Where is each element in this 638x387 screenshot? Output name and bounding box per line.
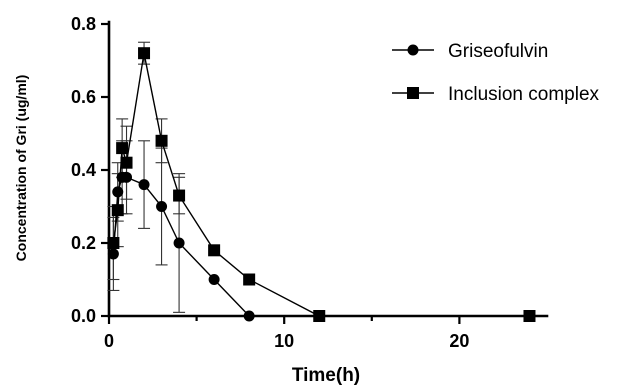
data-point-inclusion-complex [243, 273, 256, 286]
data-point-griseofulvin [112, 186, 124, 198]
data-point-inclusion-complex [155, 134, 168, 147]
y-tick-label: 0.6 [71, 87, 96, 107]
data-point-griseofulvin [208, 274, 220, 285]
y-tick-label: 0.0 [71, 306, 96, 326]
y-axis-title: Concentration of Gri (ug/ml) [13, 75, 29, 262]
y-tick-label: 0.4 [71, 160, 96, 180]
data-point-griseofulvin [156, 201, 168, 212]
y-tick-label: 0.2 [71, 233, 96, 253]
data-point-inclusion-complex [523, 310, 536, 322]
x-axis-title: Time(h) [292, 365, 360, 386]
series-markers [107, 47, 536, 322]
data-point-inclusion-complex [120, 156, 133, 169]
data-point-inclusion-complex [107, 237, 120, 249]
legend-label-inclusion-complex: Inclusion complex [448, 84, 600, 105]
axes [101, 20, 549, 324]
x-tick-label: 10 [274, 331, 294, 351]
legend-entry-griseofulvin: Griseofulvin [392, 41, 548, 62]
data-point-griseofulvin [138, 179, 150, 191]
y-tick-label: 0.8 [71, 14, 96, 34]
x-tick-label: 0 [104, 331, 114, 351]
data-point-inclusion-complex [208, 244, 221, 257]
data-point-griseofulvin [121, 171, 133, 183]
x-tick-label: 20 [449, 331, 469, 351]
tick-labels: 0.0 0.2 0.4 0.6 0.8 0 10 20 [71, 14, 469, 351]
data-point-griseofulvin [173, 237, 185, 249]
data-point-inclusion-complex [116, 142, 129, 155]
data-point-inclusion-complex [138, 47, 151, 60]
data-point-inclusion-complex [173, 189, 186, 202]
data-point-inclusion-complex [111, 204, 124, 217]
legend-entry-inclusion-complex: Inclusion complex [392, 84, 600, 105]
data-point-griseofulvin [243, 310, 255, 322]
data-point-griseofulvin [107, 248, 119, 260]
data-point-inclusion-complex [313, 310, 326, 322]
legend-marker-circle [407, 44, 419, 56]
legend: Griseofulvin Inclusion complex [392, 41, 600, 105]
legend-label-griseofulvin: Griseofulvin [448, 41, 548, 62]
legend-marker-square [407, 87, 419, 99]
